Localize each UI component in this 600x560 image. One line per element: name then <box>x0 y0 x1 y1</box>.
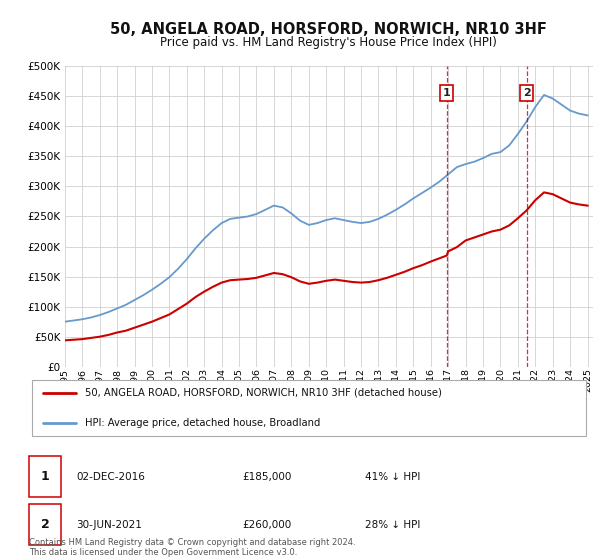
Text: 28% ↓ HPI: 28% ↓ HPI <box>365 520 421 530</box>
Text: 50, ANGELA ROAD, HORSFORD, NORWICH, NR10 3HF (detached house): 50, ANGELA ROAD, HORSFORD, NORWICH, NR10… <box>85 388 442 398</box>
Text: £185,000: £185,000 <box>242 472 292 482</box>
Text: Price paid vs. HM Land Registry's House Price Index (HPI): Price paid vs. HM Land Registry's House … <box>160 36 497 49</box>
FancyBboxPatch shape <box>29 504 61 545</box>
Text: 50, ANGELA ROAD, HORSFORD, NORWICH, NR10 3HF: 50, ANGELA ROAD, HORSFORD, NORWICH, NR10… <box>110 22 547 38</box>
FancyBboxPatch shape <box>32 380 586 436</box>
Text: £260,000: £260,000 <box>242 520 291 530</box>
Text: 1: 1 <box>443 88 451 98</box>
Text: 41% ↓ HPI: 41% ↓ HPI <box>365 472 421 482</box>
FancyBboxPatch shape <box>29 456 61 497</box>
Text: 30-JUN-2021: 30-JUN-2021 <box>76 520 142 530</box>
Text: 2: 2 <box>523 88 530 98</box>
Text: 02-DEC-2016: 02-DEC-2016 <box>76 472 145 482</box>
Text: 2: 2 <box>41 518 49 531</box>
Text: Contains HM Land Registry data © Crown copyright and database right 2024.
This d: Contains HM Land Registry data © Crown c… <box>29 538 355 557</box>
Text: HPI: Average price, detached house, Broadland: HPI: Average price, detached house, Broa… <box>85 418 320 428</box>
Text: 1: 1 <box>41 470 49 483</box>
